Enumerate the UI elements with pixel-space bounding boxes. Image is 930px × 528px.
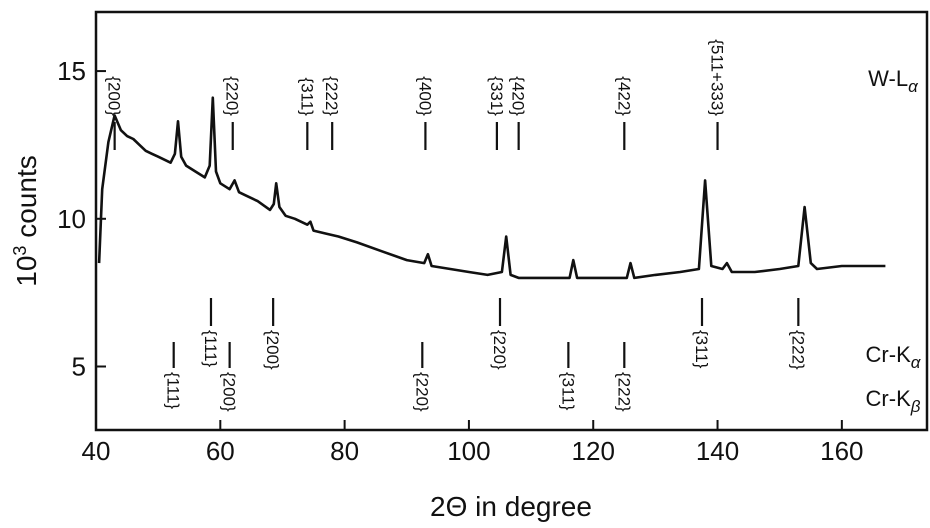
group-label-sub: α: [911, 353, 922, 372]
data-line: [97, 96, 886, 280]
x-tick-label: 80: [330, 436, 359, 466]
reflection-label: {200}: [220, 372, 239, 412]
reflection-label: {222}: [614, 372, 633, 412]
reflection-label: {511+333}: [708, 39, 727, 116]
y-axis-title-base: 10: [11, 256, 42, 287]
group-label: Cr-Kα: [866, 342, 922, 372]
reflection-label: {220}: [223, 76, 242, 116]
y-axis-title: 103 counts: [10, 155, 42, 286]
x-tick-label: 100: [447, 436, 490, 466]
x-tick-label: 160: [820, 436, 863, 466]
x-axis-title: 2Θ in degree: [430, 491, 592, 522]
group-label: W-Lα: [868, 66, 919, 96]
reflection-label: {111}: [164, 372, 183, 410]
reflection-label: {311}: [692, 330, 711, 369]
reflection-label: {200}: [105, 76, 124, 116]
y-tick-label: 5: [72, 351, 86, 381]
reflection-label: {111}: [201, 330, 220, 368]
reflection-label: {420}: [509, 76, 528, 116]
group-label-sub: β: [910, 397, 921, 416]
group-label-main: W-L: [868, 66, 908, 91]
reflection-label: {311}: [297, 78, 316, 117]
reflection-label: {222}: [322, 76, 341, 116]
y-axis-title-sup: 3: [10, 246, 30, 256]
reflection-label: {311}: [558, 372, 577, 411]
y-tick-label: 15: [57, 56, 86, 86]
y-axis-title-text: counts: [11, 155, 42, 245]
reflection-label: {200}: [263, 330, 282, 370]
reflection-label: {222}: [788, 330, 807, 370]
group-label-sub: α: [908, 77, 919, 96]
group-label-main: Cr-K: [866, 342, 912, 367]
reflection-label: {422}: [614, 76, 633, 116]
reflection-label: {400}: [415, 76, 434, 116]
group-label-main: Cr-K: [866, 386, 912, 411]
reflection-label: {220}: [412, 372, 431, 412]
reflection-label: {220}: [490, 330, 509, 370]
plot-frame: [94, 10, 929, 432]
x-tick-label: 60: [206, 436, 235, 466]
x-tick-label: 140: [696, 436, 739, 466]
group-label: Cr-Kβ: [866, 386, 921, 416]
reflection-label: {331}: [487, 76, 506, 116]
x-tick-label: 40: [82, 436, 111, 466]
x-tick-label: 120: [572, 436, 615, 466]
y-tick-label: 10: [57, 204, 86, 234]
